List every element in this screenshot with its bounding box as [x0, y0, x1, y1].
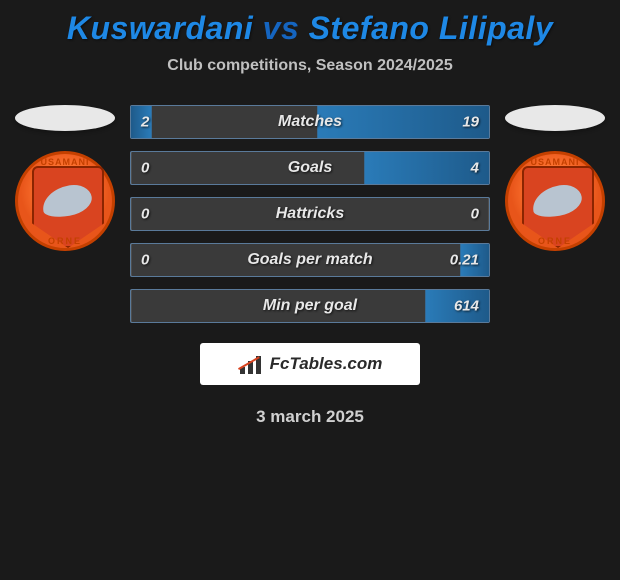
stat-value-right: 614	[454, 298, 479, 315]
right-side: USAMANI ORNE	[500, 105, 610, 266]
player2-club-badge: USAMANI ORNE	[505, 151, 605, 266]
stat-label: Min per goal	[131, 297, 489, 315]
stat-bar: 0Goals4	[130, 151, 490, 185]
stat-label: Goals	[131, 159, 489, 177]
stat-value-right: 0.21	[450, 252, 479, 269]
stat-bar: 0Goals per match0.21	[130, 243, 490, 277]
vs-label: vs	[263, 10, 300, 46]
stat-bar: 2Matches19	[130, 105, 490, 139]
stat-value-right: 19	[462, 114, 479, 131]
stat-value-right: 4	[471, 160, 479, 177]
stat-value-right: 0	[471, 206, 479, 223]
player2-photo-placeholder	[505, 105, 605, 131]
badge-circle: USAMANI ORNE	[505, 151, 605, 251]
badge-circle: USAMANI ORNE	[15, 151, 115, 251]
brand-text: FcTables.com	[270, 354, 383, 374]
branding-box: FcTables.com	[200, 343, 420, 385]
stat-bar: Min per goal614	[130, 289, 490, 323]
main-row: USAMANI ORNE 2Matches190Goals40Hattricks…	[5, 105, 615, 323]
date-text: 3 march 2025	[5, 407, 615, 427]
card-title: Kuswardani vs Stefano Lilipaly	[5, 10, 615, 47]
stat-label: Goals per match	[131, 251, 489, 269]
badge-bottom-text: ORNE	[508, 236, 602, 246]
stat-label: Matches	[131, 113, 489, 131]
player2-name: Stefano Lilipaly	[309, 10, 553, 46]
stat-label: Hattricks	[131, 205, 489, 223]
player1-club-badge: USAMANI ORNE	[15, 151, 115, 266]
player1-name: Kuswardani	[67, 10, 253, 46]
badge-bottom-text: ORNE	[18, 236, 112, 246]
brand-chart-icon	[238, 354, 264, 374]
player1-photo-placeholder	[15, 105, 115, 131]
stat-bars: 2Matches190Goals40Hattricks00Goals per m…	[130, 105, 490, 323]
stat-bar: 0Hattricks0	[130, 197, 490, 231]
badge-top-text: USAMANI	[508, 157, 602, 167]
subtitle: Club competitions, Season 2024/2025	[5, 57, 615, 75]
badge-top-text: USAMANI	[18, 157, 112, 167]
left-side: USAMANI ORNE	[10, 105, 120, 266]
comparison-card: Kuswardani vs Stefano Lilipaly Club comp…	[0, 0, 620, 437]
